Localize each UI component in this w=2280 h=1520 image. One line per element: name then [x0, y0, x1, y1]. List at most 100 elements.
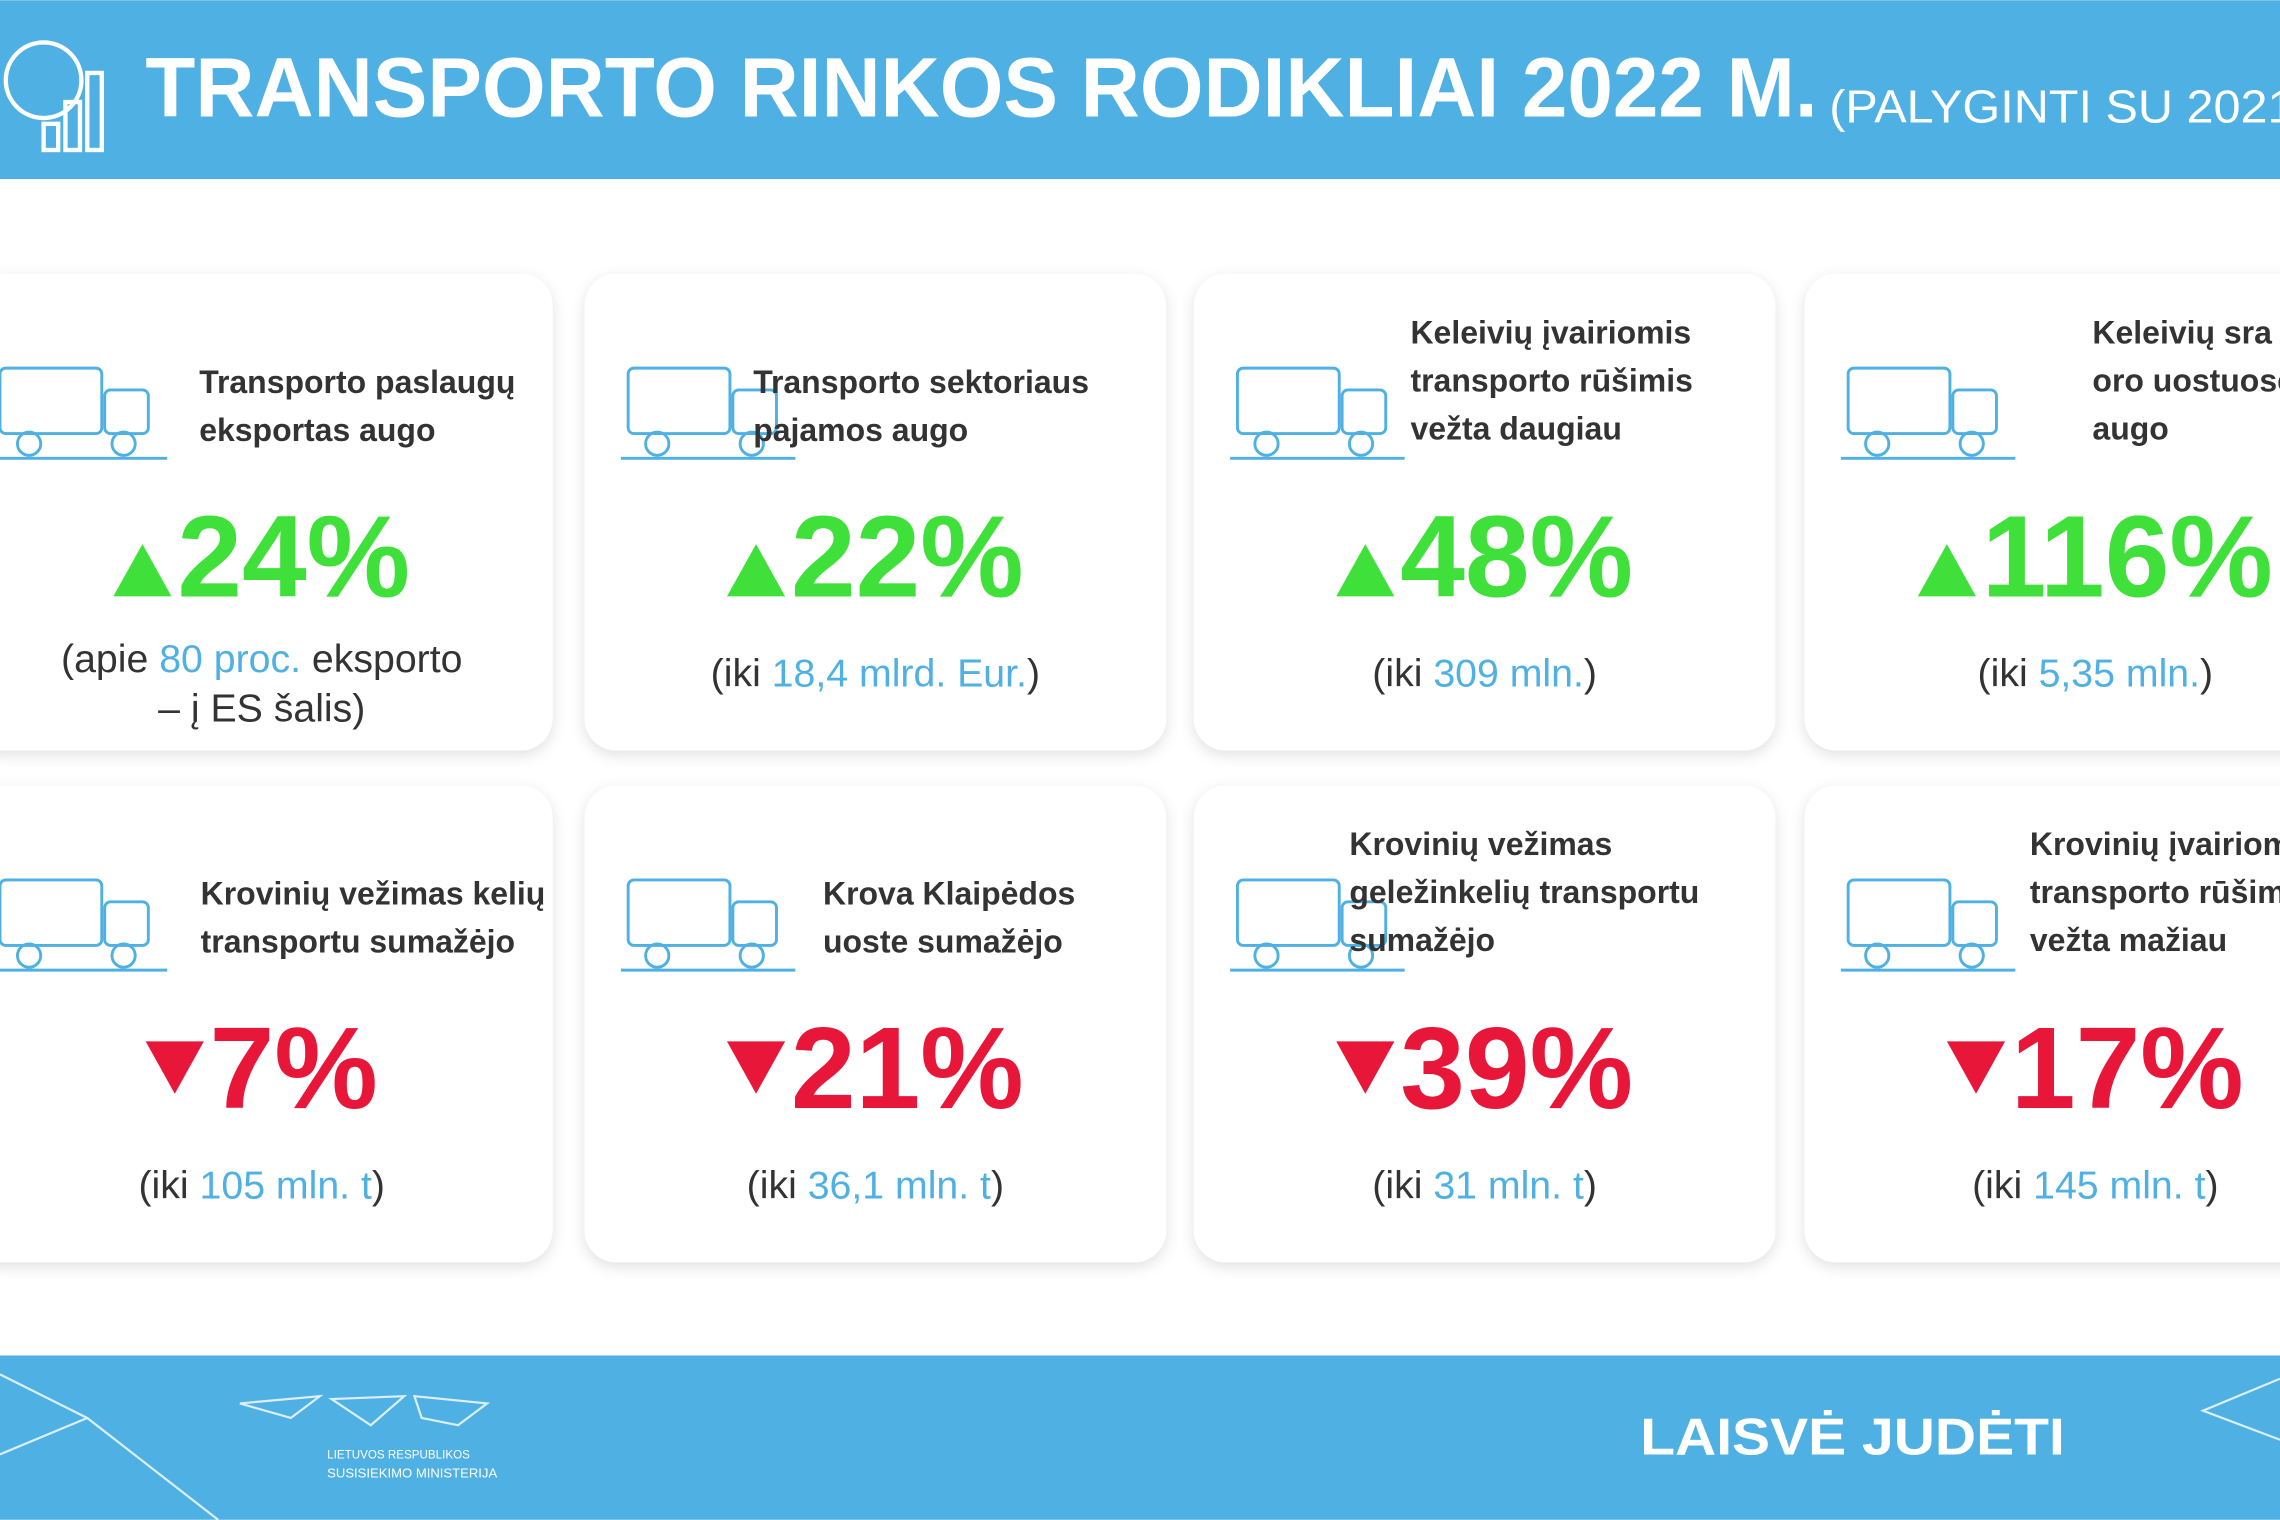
note-text: (iki	[747, 1163, 808, 1207]
card-title: uoste sumažėjo	[823, 924, 1063, 960]
card-title: geležinkelių transportu	[1349, 874, 1699, 910]
card-icon	[0, 878, 168, 972]
icon-shape	[15, 430, 43, 457]
icon-shape	[738, 942, 765, 969]
note-highlight: 309 mln.	[1433, 652, 1584, 696]
note-highlight: 31 mln. t	[1433, 1163, 1584, 1207]
arrow-up	[1336, 544, 1395, 597]
card-value: 7%	[210, 1003, 378, 1133]
note-text: )	[2205, 1163, 2218, 1207]
icon-shape	[1347, 430, 1375, 457]
card-note: (iki 18,4 mlrd. Eur.)	[711, 652, 1040, 696]
card-value: 39%	[1400, 1003, 1633, 1133]
note-highlight: 5,35 mln.	[2039, 652, 2200, 696]
card-title: Transporto sektoriaus	[753, 364, 1089, 400]
icon-shape	[110, 942, 137, 969]
card-icon	[620, 366, 796, 460]
card-note: (iki 5,35 mln.)	[1978, 652, 2214, 696]
cards: Transporto paslaugų eksportas augo 24% (api…	[0, 273, 2280, 1263]
card-title: oro uostuose	[2092, 362, 2280, 398]
note-text: )	[372, 1163, 385, 1207]
icon-shape	[0, 878, 104, 947]
arrow-down	[726, 1041, 786, 1094]
arrow-up	[726, 544, 786, 597]
card-note: (iki 31 mln. t)	[1372, 1163, 1597, 1207]
card: Transporto sektoriaus pajamos augo 22% (iki…	[584, 273, 1167, 751]
card-bg	[0, 273, 553, 751]
card: Krova Klaipėdos uoste sumažėjo 21% (iki 36,…	[584, 785, 1167, 1263]
card: Krovinių vežimas geležinkelių transportu s…	[1193, 785, 1776, 1263]
note-text: (iki	[711, 652, 772, 696]
note-text: )	[1584, 1163, 1597, 1207]
card-title: Krovinių įvairiom	[2030, 826, 2280, 862]
note-text: eksporto	[301, 637, 462, 681]
icon-shape	[1846, 878, 1952, 947]
icon-shape	[644, 430, 671, 457]
card-title: Transporto paslaugų	[199, 364, 515, 400]
icon-shape	[1235, 366, 1341, 436]
note-text: – į ES šalis)	[158, 686, 365, 730]
card-value: 17%	[2011, 1003, 2244, 1133]
note-text: )	[991, 1163, 1004, 1207]
icon-shape	[1958, 430, 1985, 457]
icon-shape	[15, 942, 43, 969]
arrow-down	[145, 1041, 204, 1094]
card-note: (iki 36,1 mln. t)	[747, 1163, 1004, 1207]
icon-shape	[0, 366, 104, 436]
icon-shape	[626, 366, 732, 436]
card-note: (iki 309 mln.)	[1372, 652, 1597, 696]
header-band	[0, 0, 2280, 180]
slogan: LAISVĖ JUDĖTI	[1640, 1408, 2065, 1466]
icon-shape	[626, 878, 732, 947]
card-note: – į ES šalis)	[158, 686, 365, 730]
card-value: 116%	[1982, 491, 2273, 621]
card: Krovinių vežimas kelių transportu sumažėj…	[0, 785, 553, 1263]
card-title: sumažėjo	[1349, 922, 1495, 958]
card: Keleivių įvairiomis transporto rūšimis vež…	[1193, 273, 1776, 751]
arrow-up	[113, 544, 172, 597]
card-title: Krovinių vežimas kelių	[201, 876, 546, 912]
card-title: eksportas augo	[199, 412, 435, 448]
card-title: vežta daugiau	[1410, 410, 1621, 446]
icon-shape	[1846, 366, 1952, 436]
card: Krovinių įvairiom transporto rūšim vežta m…	[1804, 785, 2280, 1263]
card-title: transporto rūšim	[2030, 874, 2280, 910]
icon-shape	[1347, 942, 1375, 969]
note-highlight: 80 proc.	[159, 637, 301, 681]
card-icon	[1840, 366, 2016, 460]
card-title: transporto rūšimis	[1410, 362, 1692, 398]
note-text: )	[1584, 652, 1597, 696]
icon-shape	[1864, 942, 1891, 969]
card-title: Krova Klaipėdos	[823, 876, 1075, 912]
arrow-down	[1946, 1041, 2006, 1094]
header-icon	[3, 40, 104, 153]
card-title: pajamos augo	[753, 412, 968, 448]
icon-shape	[1253, 430, 1280, 457]
card-bg	[1804, 785, 2280, 1263]
card-note: (iki 105 mln. t)	[138, 1163, 384, 1207]
ministry-line: LIETUVOS RESPUBLIKOS	[327, 1449, 470, 1462]
icon-shape	[1253, 942, 1280, 969]
card-value: 22%	[791, 491, 1024, 621]
note-highlight: 36,1 mln. t	[808, 1163, 991, 1207]
note-highlight: 105 mln. t	[200, 1163, 372, 1207]
card-title: transportu sumažėjo	[201, 924, 515, 960]
arrow-up	[1917, 544, 1976, 597]
note-highlight: 18,4 mlrd. Eur.	[772, 652, 1027, 696]
card-value: 48%	[1400, 491, 1633, 621]
icon-shape	[1958, 942, 1985, 969]
note-text: (iki	[1372, 1163, 1433, 1207]
note-text: )	[2200, 652, 2213, 696]
icon-shape	[738, 430, 765, 457]
card: Keleivių sra oro uostuose augo 116% (iki 5,3…	[1804, 273, 2280, 751]
footer-lines	[0, 1373, 2280, 1520]
card-icon	[1230, 878, 1405, 972]
icon-shape	[1864, 430, 1891, 457]
card-icon	[1840, 878, 2016, 972]
subtitle: (PALYGINTI SU 2021	[1829, 80, 2280, 132]
card-note: (iki 145 mln. t)	[1972, 1163, 2218, 1207]
note-text: (apie	[61, 637, 159, 681]
icon-shape	[1235, 878, 1341, 947]
